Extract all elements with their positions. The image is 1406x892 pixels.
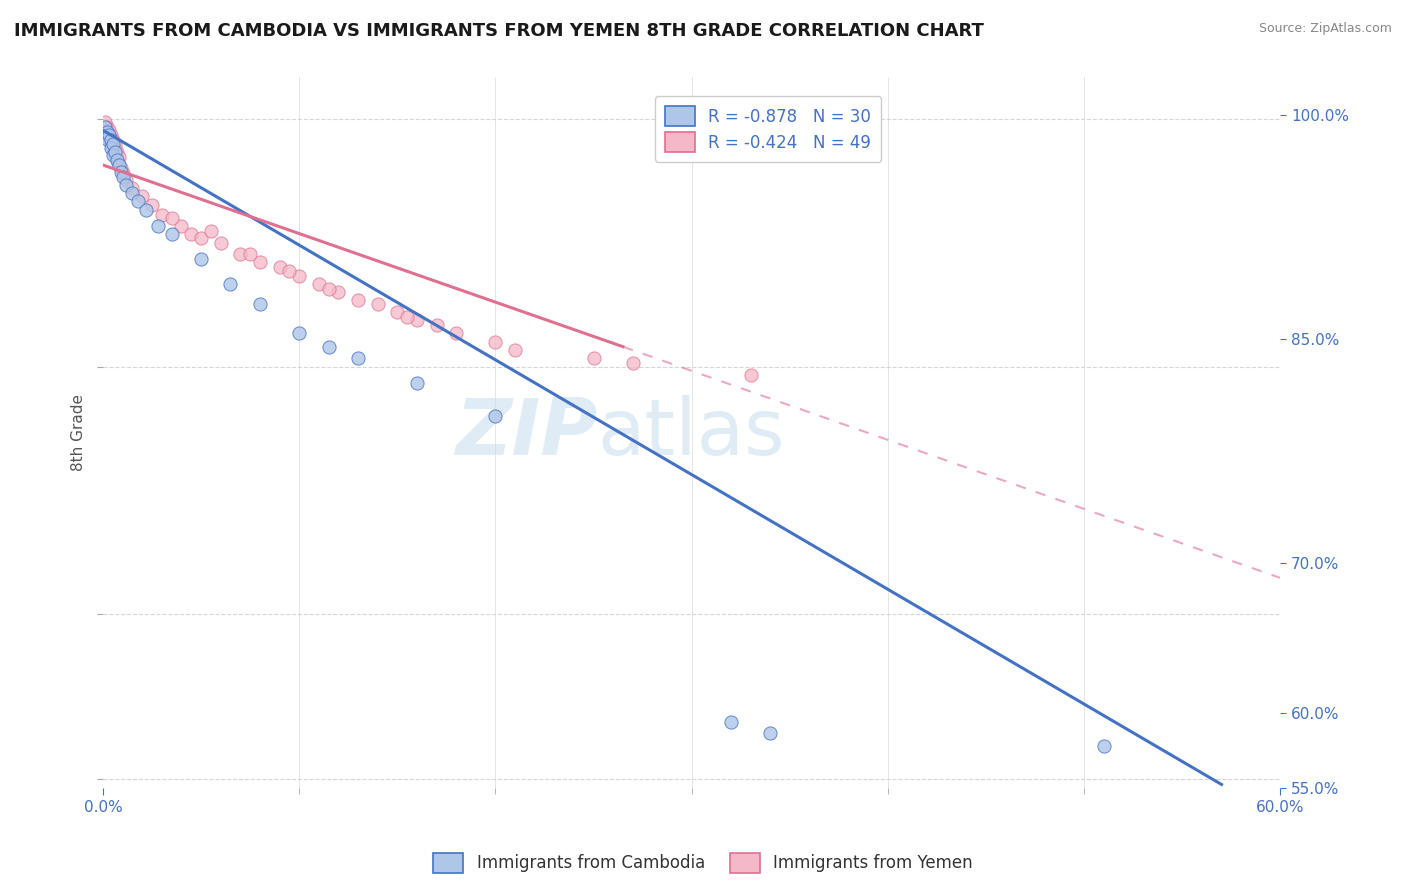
Point	[484, 334, 506, 349]
Point	[406, 313, 429, 327]
Point	[100, 133, 122, 147]
Point	[146, 219, 169, 233]
Point	[135, 202, 157, 217]
Point	[96, 120, 118, 134]
Point	[740, 368, 762, 382]
Point	[96, 125, 118, 139]
Point	[308, 277, 330, 291]
Point	[105, 145, 128, 159]
Point	[131, 189, 153, 203]
Point	[104, 138, 127, 153]
Point	[101, 133, 124, 147]
Point	[180, 227, 202, 242]
Point	[396, 310, 419, 324]
Legend: R = -0.878   N = 30, R = -0.424   N = 49: R = -0.878 N = 30, R = -0.424 N = 49	[655, 96, 882, 161]
Point	[444, 326, 467, 341]
Point	[328, 285, 350, 300]
Point	[160, 211, 183, 225]
Point	[1092, 739, 1115, 754]
Point	[406, 376, 429, 390]
Point	[100, 136, 122, 151]
Point	[190, 252, 212, 267]
Point	[387, 305, 409, 319]
Point	[249, 297, 271, 311]
Point	[269, 260, 291, 275]
Point	[96, 131, 118, 145]
Point	[170, 219, 193, 233]
Point	[105, 153, 128, 167]
Point	[100, 128, 122, 143]
Point	[94, 120, 117, 134]
Point	[582, 351, 605, 366]
Point	[219, 277, 242, 291]
Point	[239, 247, 262, 261]
Point	[107, 150, 129, 164]
Point	[367, 297, 389, 311]
Point	[200, 224, 222, 238]
Text: Source: ZipAtlas.com: Source: ZipAtlas.com	[1258, 22, 1392, 36]
Point	[100, 141, 122, 155]
Text: atlas: atlas	[598, 394, 785, 471]
Point	[288, 326, 311, 341]
Point	[318, 282, 340, 296]
Point	[209, 235, 232, 250]
Point	[288, 268, 311, 283]
Point	[110, 161, 132, 176]
Point	[111, 169, 134, 184]
Point	[503, 343, 526, 357]
Point	[107, 158, 129, 172]
Point	[115, 173, 138, 187]
Point	[101, 148, 124, 162]
Point	[94, 115, 117, 129]
Point	[115, 178, 138, 192]
Point	[127, 194, 149, 209]
Point	[621, 356, 644, 370]
Point	[104, 145, 127, 159]
Point	[97, 123, 120, 137]
Point	[249, 255, 271, 269]
Point	[720, 714, 742, 729]
Point	[110, 164, 132, 178]
Point	[150, 208, 173, 222]
Point	[107, 158, 129, 172]
Point	[97, 128, 120, 143]
Point	[759, 726, 782, 740]
Point	[111, 166, 134, 180]
Point	[105, 153, 128, 167]
Y-axis label: 8th Grade: 8th Grade	[72, 394, 86, 471]
Point	[278, 263, 301, 277]
Point	[101, 141, 124, 155]
Point	[484, 409, 506, 423]
Point	[96, 125, 118, 139]
Point	[104, 148, 127, 162]
Point	[101, 136, 124, 151]
Point	[347, 351, 370, 366]
Point	[229, 247, 252, 261]
Legend: Immigrants from Cambodia, Immigrants from Yemen: Immigrants from Cambodia, Immigrants fro…	[426, 847, 980, 880]
Point	[160, 227, 183, 242]
Point	[121, 186, 143, 200]
Point	[318, 340, 340, 354]
Point	[97, 131, 120, 145]
Point	[121, 181, 143, 195]
Point	[425, 318, 447, 333]
Point	[141, 197, 163, 211]
Point	[190, 230, 212, 244]
Text: IMMIGRANTS FROM CAMBODIA VS IMMIGRANTS FROM YEMEN 8TH GRADE CORRELATION CHART: IMMIGRANTS FROM CAMBODIA VS IMMIGRANTS F…	[14, 22, 984, 40]
Text: ZIP: ZIP	[456, 394, 598, 471]
Point	[347, 293, 370, 308]
